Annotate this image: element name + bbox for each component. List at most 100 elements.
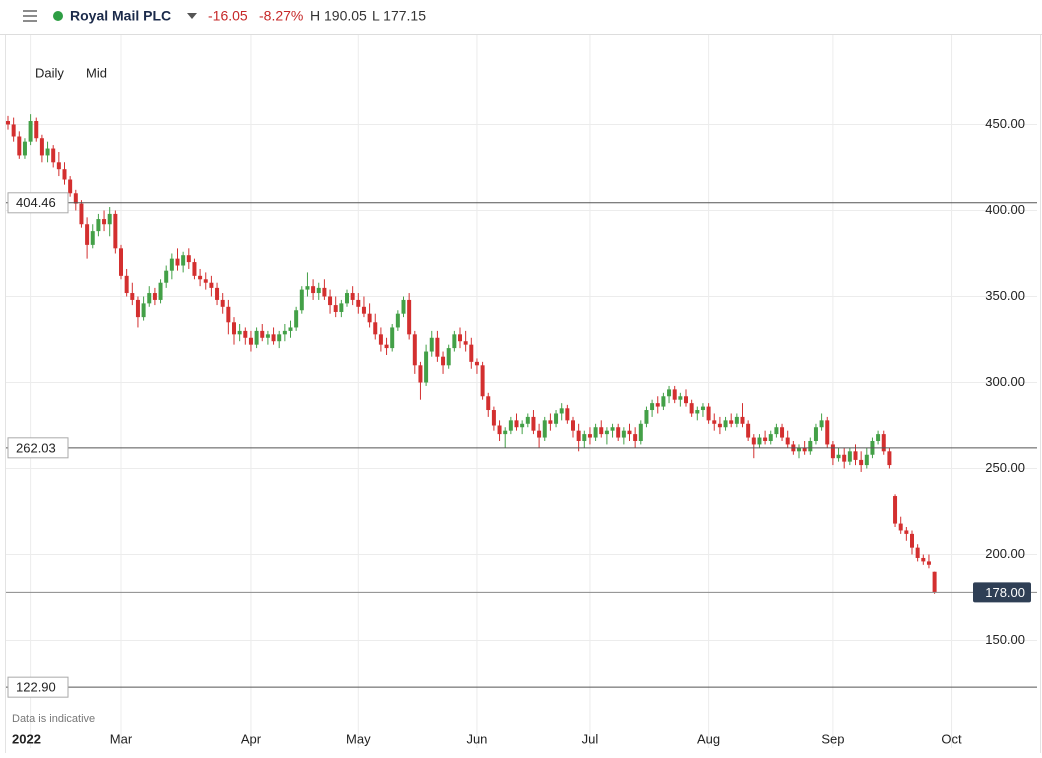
candle-body [921,557,926,562]
candle-body [458,334,462,342]
price-mode-button[interactable]: Mid [86,65,107,80]
status-dot [53,11,63,21]
candle-body [378,334,383,345]
candle-body [599,427,604,435]
candle-body [785,437,790,445]
candle-body [717,423,722,428]
candle-body [141,303,146,318]
y-tick-label: 150.00 [985,632,1025,647]
candle-body [497,425,502,435]
candle-body [859,459,864,466]
y-tick-label: 350.00 [985,288,1025,303]
candle-body [633,434,638,441]
candle-body [531,416,536,431]
candle-body [915,547,920,558]
candle-body [661,396,666,407]
x-tick-label: Jul [582,731,599,746]
candle-body [474,361,479,366]
candle-body [706,406,711,421]
candle-body [435,337,440,357]
candle-body [904,530,909,534]
candle-body [621,430,626,438]
candle-body [96,219,101,232]
candle-body [763,437,768,441]
dropdown-arrow[interactable] [187,13,197,19]
candle-body [51,148,56,163]
x-tick-label: Sep [821,731,844,746]
candle-body [107,213,112,225]
candle-body [554,413,559,424]
candle-body [17,136,22,156]
candle-body [203,279,208,283]
instrument-name[interactable]: Royal Mail PLC [70,8,171,24]
x-tick-label: Oct [941,731,962,746]
y-tick-label: 450.00 [985,116,1025,131]
candle-body [113,213,118,249]
candle-body [469,344,474,362]
candle-body [288,327,293,331]
candle-body [277,334,282,342]
candle-body [559,408,564,414]
candle-body [209,282,214,288]
day-high: H 190.05 [310,8,367,24]
candle-body [565,408,570,421]
candle-body [813,427,818,441]
candle-body [757,437,762,445]
day-low: L 177.15 [372,8,426,24]
candle-body [243,330,248,338]
price-line-label: 404.46 [16,195,56,210]
candle-body [271,334,276,342]
candle-body [124,275,129,294]
candle-body [248,337,253,345]
candle-body [819,420,824,428]
interval-button[interactable]: Daily [35,65,64,80]
candle-body [751,437,756,445]
candle-body [192,262,197,276]
candle-body [384,344,389,349]
candle-body [395,313,400,328]
candle-body [700,406,705,411]
candle-body [299,289,304,311]
price-line-label: 262.03 [16,440,56,455]
candle-body [746,423,751,438]
x-tick-label: Aug [697,731,720,746]
candle-body [45,148,50,156]
candle-body [582,434,587,441]
candle-body [220,299,225,307]
percent-change: -8.27% [259,8,303,24]
candle-body [667,389,672,397]
candle-body [73,193,78,204]
candles [6,114,937,594]
candle-body [311,286,316,294]
candle-body [825,420,830,445]
candle-body [226,306,231,323]
candle-body [587,434,592,438]
candle-body [401,299,406,314]
candle-body [345,293,349,304]
candle-body [407,299,412,335]
y-tick-label: 250.00 [985,460,1025,475]
candle-body [774,427,779,435]
price-line-label-box [7,437,69,459]
candle-body [102,219,107,225]
candle-body [373,322,378,335]
candle-body [265,334,270,338]
candle-body [712,420,717,424]
menu-icon[interactable] [23,10,37,22]
candle-body [441,356,446,366]
candle-body [294,310,299,328]
price-line-label: 122.90 [16,680,56,695]
x-tick-label: 2022 [12,731,41,746]
candle-body [514,420,519,428]
candle-body [119,248,123,276]
candle-body [864,454,869,466]
candle-body [181,255,186,266]
candle-body [678,396,683,400]
candle-body [830,444,835,459]
candle-body [740,416,745,424]
candle-body [418,365,423,383]
candle-body [593,427,598,438]
candle-body [62,169,67,180]
